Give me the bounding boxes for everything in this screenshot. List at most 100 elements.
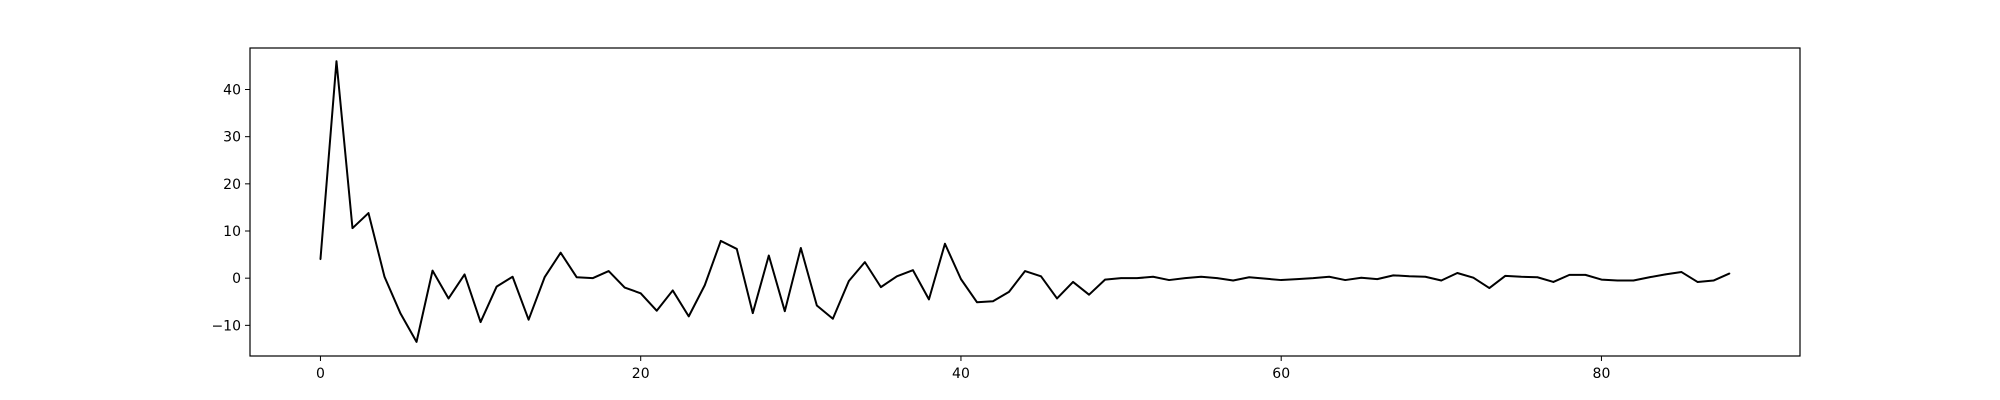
data-point (431, 269, 434, 272)
data-point (319, 258, 322, 261)
data-point (719, 240, 722, 242)
data-point (832, 317, 834, 320)
data-point (511, 275, 514, 278)
data-point (800, 247, 802, 249)
data-point (1120, 277, 1122, 279)
axes: 0 20 40 60 80 −10 0 10 20 30 40 (211, 83, 1610, 382)
data-point (1264, 277, 1266, 280)
data-point (751, 312, 754, 314)
data-point (1488, 287, 1491, 289)
data-point (335, 60, 338, 63)
data-point (976, 301, 978, 304)
data-point (1072, 281, 1074, 283)
x-tick-label: 0 (316, 366, 325, 382)
plot-layer (319, 60, 1731, 343)
data-point (992, 300, 994, 303)
data-point (1376, 278, 1379, 280)
data-point (415, 341, 418, 343)
data-point (864, 261, 866, 263)
data-point (479, 321, 482, 323)
y-tick-label: 40 (223, 83, 241, 99)
data-point (1360, 276, 1363, 279)
data-point (848, 280, 850, 282)
data-point (639, 292, 642, 295)
data-point (399, 312, 402, 315)
y-tick-label: 20 (223, 177, 241, 193)
data-point (1680, 271, 1683, 273)
data-point (1392, 274, 1395, 277)
y-tick-label: −10 (211, 318, 241, 334)
y-tick-label: 10 (223, 224, 241, 240)
data-point (1008, 291, 1010, 293)
data-point (912, 269, 914, 271)
data-point (1296, 278, 1299, 280)
data-point (591, 277, 594, 279)
data-point (1040, 275, 1042, 278)
x-tick-label: 60 (1272, 366, 1290, 382)
data-point (1280, 279, 1282, 281)
data-point (784, 310, 786, 312)
data-point (1600, 278, 1603, 281)
data-point (703, 284, 706, 287)
data-point (1312, 277, 1315, 279)
data-point (655, 309, 658, 312)
data-point (559, 251, 562, 254)
data-point (351, 227, 354, 229)
data-point (1696, 281, 1699, 283)
data-point (1344, 279, 1347, 281)
data-point (1184, 277, 1186, 279)
data-point (768, 254, 770, 257)
data-point (1024, 270, 1026, 272)
data-point (1552, 281, 1555, 283)
data-point (816, 304, 818, 307)
data-point (928, 298, 930, 301)
data-point (960, 278, 962, 280)
data-point (1536, 276, 1539, 279)
y-tick-label: 0 (232, 271, 241, 287)
data-point (1440, 279, 1443, 282)
data-point (575, 276, 578, 279)
data-point (944, 242, 946, 245)
data-point (495, 285, 498, 288)
y-tick-label: 30 (223, 130, 241, 146)
data-point (1456, 272, 1459, 274)
data-point (543, 276, 546, 279)
data-point (1200, 275, 1202, 278)
series-line-0 (319, 60, 1730, 343)
data-point (1152, 275, 1154, 278)
data-point (527, 318, 530, 321)
data-point (687, 315, 690, 318)
data-point (1728, 272, 1731, 275)
data-point (1328, 275, 1331, 278)
data-point (1088, 293, 1090, 296)
data-point (880, 286, 882, 288)
data-point (1136, 277, 1138, 279)
data-point (671, 289, 674, 292)
data-point (1216, 277, 1218, 279)
x-tick-label: 40 (952, 366, 970, 382)
data-point (607, 270, 610, 272)
data-point (1104, 278, 1106, 281)
data-point (735, 248, 738, 250)
data-point (1568, 274, 1571, 276)
data-point (1232, 279, 1234, 282)
data-point (1648, 276, 1651, 279)
data-point (1168, 279, 1170, 281)
x-tick-label: 80 (1593, 366, 1611, 382)
plot-frame (249, 47, 1801, 357)
data-point (896, 275, 898, 278)
data-point (1056, 297, 1058, 300)
data-point (1632, 279, 1635, 282)
data-point (367, 212, 370, 214)
data-point (1248, 276, 1250, 279)
data-point (447, 297, 450, 300)
x-tick-label: 20 (632, 366, 650, 382)
data-point (1504, 275, 1507, 277)
data-point (463, 273, 466, 276)
data-point (1664, 273, 1667, 276)
data-point (1584, 274, 1587, 276)
data-point (1616, 279, 1619, 282)
data-point (623, 286, 626, 289)
